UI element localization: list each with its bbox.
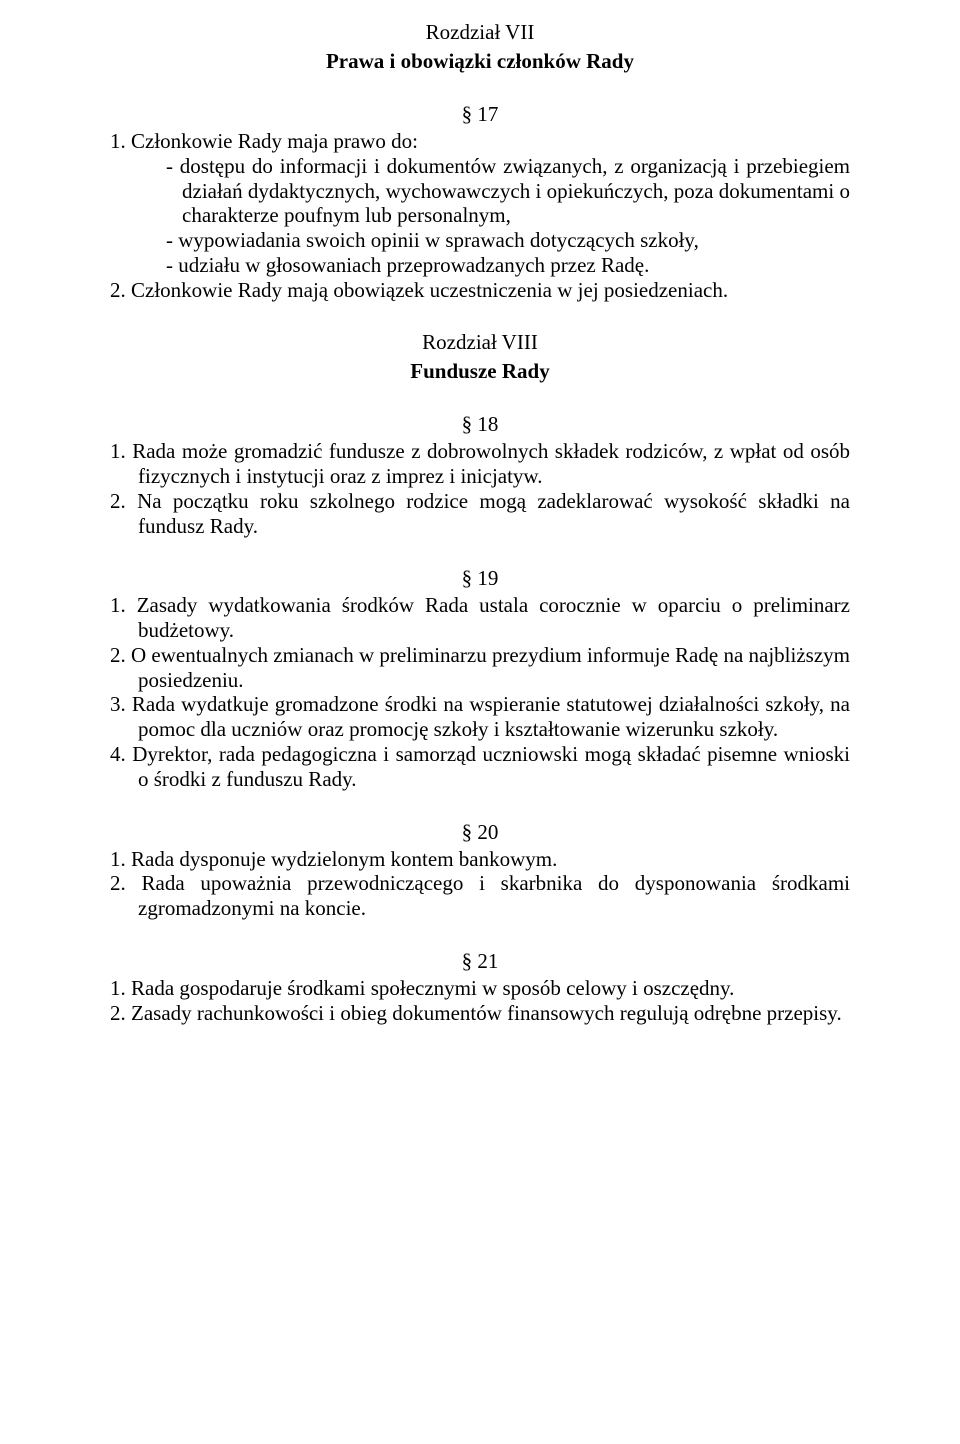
section-17-number: § 17 [110,102,850,127]
list-text: Dyrektor, rada pedagogiczna i samorząd u… [132,742,850,791]
list-text: Rada wydatkuje gromadzone środki na wspi… [132,692,850,741]
section-18-list: 1. Rada może gromadzić fundusze z dobrow… [110,439,850,538]
list-number: 2. [110,643,126,667]
chapter-7-title: Prawa i obowiązki członków Rady [110,49,850,74]
list-number: 1. [110,976,126,1000]
list-text: Członkowie Rady mają obowiązek uczestnic… [131,278,728,302]
list-text: Rada dysponuje wydzielonym kontem bankow… [131,847,557,871]
s18-item-2: 2. Na początku roku szkolnego rodzice mo… [110,489,850,539]
list-text: Zasady wydatkowania środków Rada ustala … [137,593,850,642]
s21-item-2: 2. Zasady rachunkowości i obieg dokument… [110,1001,850,1026]
list-text: Członkowie Rady maja prawo do: [131,129,418,153]
list-number: 2. [110,871,126,895]
chapter-7-heading: Rozdział VII [110,20,850,45]
list-number: 1. [110,129,126,153]
section-18-number: § 18 [110,412,850,437]
s20-item-2: 2. Rada upoważnia przewodniczącego i ska… [110,871,850,921]
list-number: 4. [110,742,126,766]
s19-item-3: 3. Rada wydatkuje gromadzone środki na w… [110,692,850,742]
chapter-8-title: Fundusze Rady [110,359,850,384]
list-text: O ewentualnych zmianach w preliminarzu p… [131,643,850,692]
list-text: Zasady rachunkowości i obieg dokumentów … [131,1001,842,1025]
list-text: Na początku roku szkolnego rodzice mogą … [137,489,850,538]
list-number: 2. [110,1001,126,1025]
s17-item-1: 1. Członkowie Rady maja prawo do: - dost… [110,129,850,278]
s17-dash-2: - wypowiadania swoich opinii w sprawach … [138,228,850,253]
section-21-list: 1. Rada gospodaruje środkami społecznymi… [110,976,850,1026]
s17-dash-1: - dostępu do informacji i dokumentów zwi… [138,154,850,228]
list-number: 2. [110,278,126,302]
section-17-list: 1. Członkowie Rady maja prawo do: - dost… [110,129,850,302]
list-number: 1. [110,439,126,463]
s18-item-1: 1. Rada może gromadzić fundusze z dobrow… [110,439,850,489]
list-number: 1. [110,593,126,617]
section-19-list: 1. Zasady wydatkowania środków Rada usta… [110,593,850,791]
list-text: Rada może gromadzić fundusze z dobrowoln… [132,439,850,488]
list-number: 1. [110,847,126,871]
list-number: 2. [110,489,126,513]
s19-item-4: 4. Dyrektor, rada pedagogiczna i samorzą… [110,742,850,792]
s19-item-1: 1. Zasady wydatkowania środków Rada usta… [110,593,850,643]
section-20-list: 1. Rada dysponuje wydzielonym kontem ban… [110,847,850,921]
list-text: Rada gospodaruje środkami społecznymi w … [131,976,734,1000]
s21-item-1: 1. Rada gospodaruje środkami społecznymi… [110,976,850,1001]
s19-item-2: 2. O ewentualnych zmianach w preliminarz… [110,643,850,693]
s17-item-2: 2. Członkowie Rady mają obowiązek uczest… [110,278,850,303]
list-number: 3. [110,692,126,716]
s20-item-1: 1. Rada dysponuje wydzielonym kontem ban… [110,847,850,872]
chapter-8-heading: Rozdział VIII [110,330,850,355]
section-20-number: § 20 [110,820,850,845]
section-21-number: § 21 [110,949,850,974]
document-page: Rozdział VII Prawa i obowiązki członków … [0,0,960,1093]
list-text: Rada upoważnia przewodniczącego i skarbn… [138,871,850,920]
s17-dash-3: - udziału w głosowaniach przeprowadzanyc… [138,253,850,278]
section-19-number: § 19 [110,566,850,591]
